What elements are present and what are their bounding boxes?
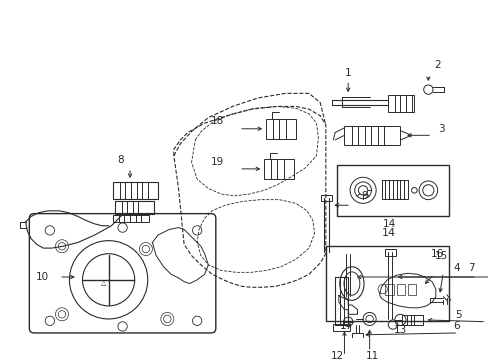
Text: 14: 14: [381, 228, 395, 238]
Text: 18: 18: [211, 116, 224, 126]
Bar: [385, 249, 395, 256]
Text: 4: 4: [452, 263, 459, 273]
Bar: [396, 284, 404, 295]
Bar: [407, 284, 415, 295]
Text: 5: 5: [454, 310, 461, 320]
Bar: [113, 182, 158, 199]
Bar: [336, 165, 448, 216]
Bar: [402, 315, 422, 325]
Bar: [334, 277, 347, 325]
Text: 9: 9: [361, 191, 367, 201]
Text: 13: 13: [393, 325, 406, 335]
Text: 7: 7: [467, 263, 473, 273]
Text: 11: 11: [365, 351, 378, 360]
Text: 15: 15: [434, 251, 447, 261]
Text: 3: 3: [437, 124, 444, 134]
Text: 17: 17: [339, 321, 352, 332]
Bar: [113, 215, 148, 222]
Text: 2: 2: [433, 60, 440, 71]
Text: △: △: [101, 280, 106, 287]
Text: 16: 16: [430, 249, 444, 259]
Text: 14: 14: [382, 219, 395, 229]
Text: 8: 8: [117, 156, 124, 166]
Bar: [325, 246, 448, 321]
Bar: [351, 333, 363, 338]
Text: 12: 12: [330, 351, 343, 360]
Text: 6: 6: [452, 321, 459, 332]
Bar: [264, 159, 293, 179]
Bar: [115, 201, 154, 213]
Text: 19: 19: [211, 157, 224, 167]
Bar: [344, 126, 400, 145]
Bar: [321, 195, 332, 202]
Text: 1: 1: [344, 68, 351, 78]
Bar: [333, 324, 349, 331]
Bar: [381, 180, 407, 199]
Bar: [387, 95, 413, 112]
Bar: [385, 284, 393, 295]
Bar: [265, 118, 295, 139]
Text: 10: 10: [36, 272, 49, 282]
